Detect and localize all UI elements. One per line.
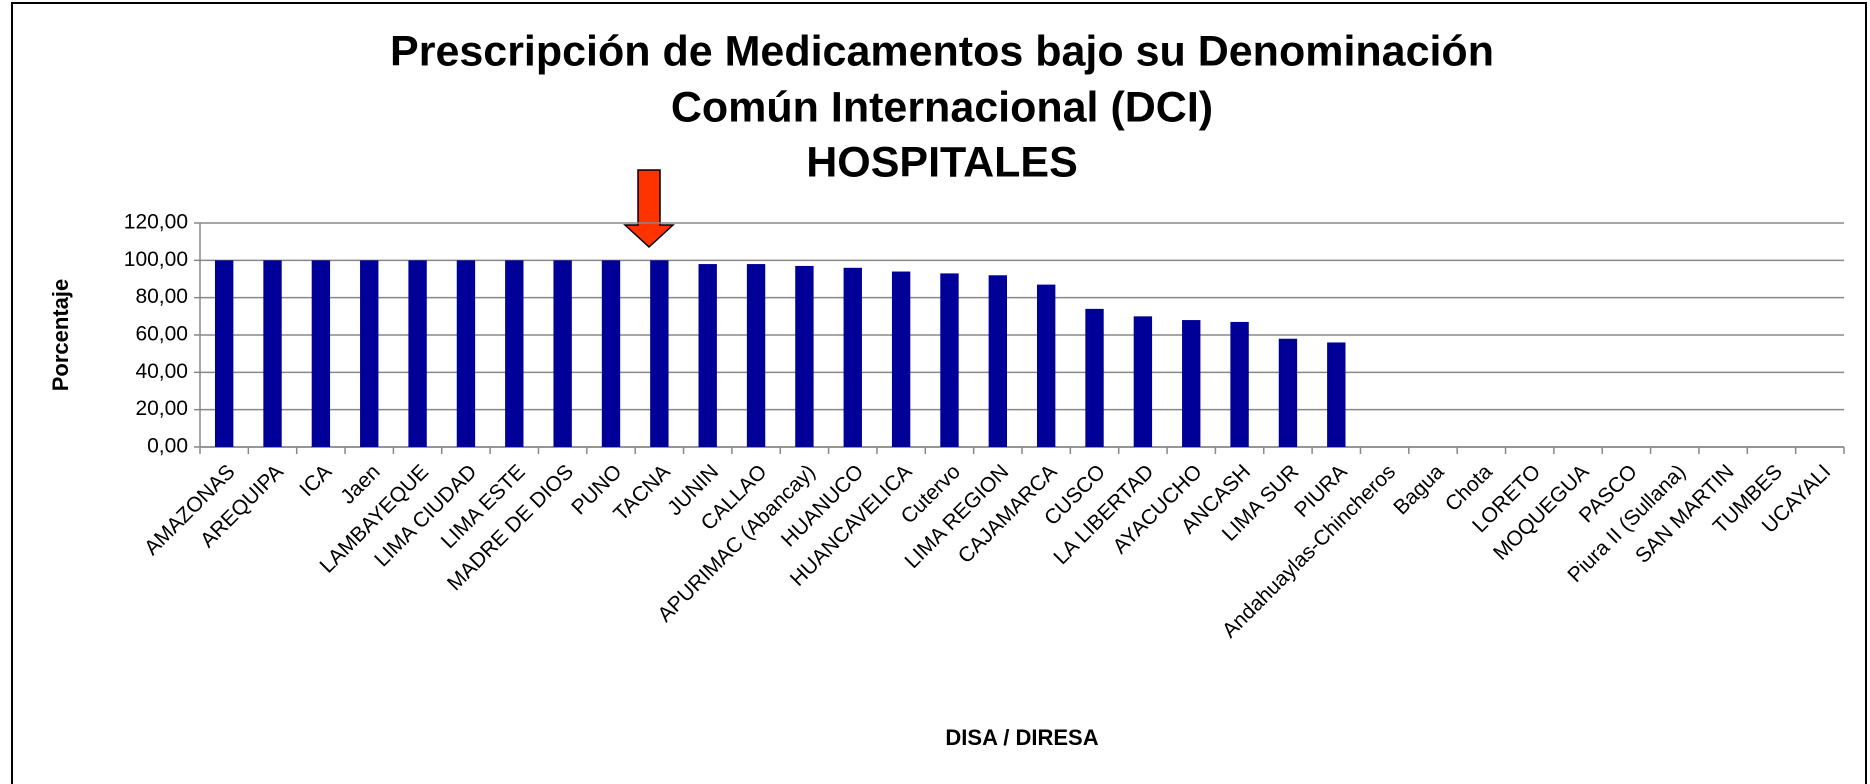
bar	[940, 273, 959, 447]
bar	[795, 265, 814, 447]
bar	[746, 264, 766, 447]
y-axis-title: Porcentaje	[48, 279, 73, 392]
bar	[1327, 342, 1346, 447]
bar	[601, 260, 621, 447]
bar	[505, 260, 524, 447]
bar	[843, 267, 862, 447]
bar	[1036, 284, 1056, 447]
bar	[891, 271, 911, 447]
y-tick-label: 80,00	[135, 285, 188, 308]
chart-subtitle: HOSPITALES	[806, 138, 1078, 186]
bar	[1230, 321, 1249, 447]
y-tick-label: 60,00	[135, 323, 188, 346]
y-tick-label: 0,00	[147, 435, 188, 458]
chart-title: Común Internacional (DCI)	[671, 83, 1213, 131]
bar	[553, 260, 572, 447]
y-tick-label: 100,00	[124, 248, 188, 271]
chart-title: Prescripción de Medicamentos bajo su Den…	[390, 27, 1494, 75]
bar	[1182, 320, 1201, 447]
x-axis-title: DISA / DIRESA	[945, 725, 1098, 750]
bar	[456, 260, 476, 447]
y-tick-label: 120,00	[124, 211, 188, 234]
x-tick-label: ICA	[295, 460, 336, 501]
bar	[988, 275, 1008, 447]
bar	[650, 260, 669, 447]
bar	[263, 260, 282, 447]
x-tick-label: Bagua	[1389, 460, 1448, 519]
bar	[311, 260, 331, 447]
bar	[408, 260, 427, 447]
y-tick-label: 40,00	[135, 360, 188, 383]
bar	[1085, 308, 1104, 447]
y-tick-label: 20,00	[135, 397, 188, 420]
bar	[1133, 316, 1153, 447]
chart-border	[11, 2, 1867, 784]
bar	[698, 264, 717, 447]
bar	[214, 260, 234, 447]
arrow-annotation	[623, 169, 675, 249]
bar	[1278, 338, 1298, 447]
bar	[360, 260, 379, 447]
